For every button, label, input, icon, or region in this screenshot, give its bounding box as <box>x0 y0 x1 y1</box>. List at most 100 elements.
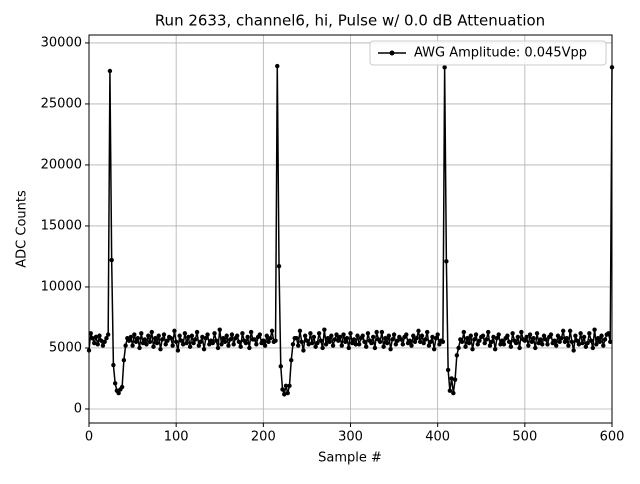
data-point <box>606 331 611 336</box>
data-point <box>318 338 324 343</box>
data-point <box>498 342 503 347</box>
data-point <box>283 383 289 388</box>
data-point <box>445 367 451 373</box>
data-point <box>486 329 491 335</box>
y-tick-label: 0 <box>74 401 82 416</box>
y-tick-label: 30000 <box>41 35 82 50</box>
data-point <box>268 336 273 341</box>
data-point <box>173 339 179 345</box>
data-point <box>545 342 550 347</box>
x-tick-label: 500 <box>512 430 537 445</box>
data-point <box>482 340 487 346</box>
data-point <box>245 334 250 340</box>
data-point <box>473 332 479 337</box>
data-point <box>278 364 283 369</box>
data-point <box>302 333 308 338</box>
data-point <box>428 339 433 345</box>
data-point <box>362 339 367 345</box>
data-point <box>360 333 365 338</box>
data-point <box>247 345 252 351</box>
data-point <box>407 338 412 343</box>
data-point <box>447 388 453 393</box>
x-tick-label: 600 <box>600 430 625 445</box>
data-point <box>404 332 409 337</box>
data-point <box>578 331 583 336</box>
data-point <box>414 336 419 341</box>
data-point <box>264 333 270 338</box>
data-point <box>370 334 376 340</box>
data-point <box>90 336 95 341</box>
data-point <box>435 332 440 337</box>
data-point <box>472 337 477 342</box>
data-point <box>489 339 494 345</box>
data-point <box>444 259 449 264</box>
data-point <box>200 334 205 340</box>
data-point <box>105 332 111 337</box>
data-point <box>515 334 521 340</box>
data-point <box>527 332 533 337</box>
data-point <box>262 343 268 348</box>
data-point <box>203 336 209 341</box>
data-point <box>496 332 501 337</box>
data-point <box>384 340 390 346</box>
data-point <box>411 333 416 338</box>
data-point <box>109 257 114 263</box>
data-point <box>463 344 468 349</box>
data-point <box>212 331 217 336</box>
data-point <box>522 338 528 343</box>
data-point <box>442 65 447 70</box>
data-point <box>597 339 602 345</box>
data-point <box>214 338 219 343</box>
data-point <box>465 336 470 341</box>
data-point <box>519 329 524 335</box>
data-point <box>573 333 578 338</box>
data-point <box>456 345 461 351</box>
data-point <box>391 332 397 337</box>
data-point <box>205 332 210 337</box>
data-point <box>165 338 170 343</box>
data-point <box>418 339 423 345</box>
data-point <box>501 342 507 347</box>
data-point <box>393 342 399 347</box>
data-point <box>430 334 435 340</box>
y-tick-label: 20000 <box>41 157 82 172</box>
data-point <box>494 336 500 341</box>
data-point <box>452 377 458 382</box>
data-point <box>576 342 582 347</box>
data-point <box>524 334 529 340</box>
data-point <box>234 333 240 338</box>
data-point <box>344 336 350 341</box>
data-point <box>425 329 430 335</box>
data-point <box>320 345 325 351</box>
data-point <box>88 331 93 336</box>
data-point <box>534 331 540 336</box>
legend: AWG Amplitude: 0.045Vpp <box>369 40 607 66</box>
data-point <box>374 329 379 335</box>
data-point <box>506 339 512 345</box>
data-point <box>301 348 306 353</box>
legend-marker <box>389 50 395 56</box>
data-point <box>163 342 168 347</box>
data-point <box>566 343 571 348</box>
data-point <box>426 343 432 348</box>
data-point <box>231 342 236 347</box>
data-point <box>226 343 231 348</box>
data-point <box>133 339 139 345</box>
data-point <box>146 333 151 338</box>
y-tick-label: 10000 <box>41 279 82 294</box>
data-point <box>201 346 207 352</box>
data-point <box>299 339 304 345</box>
data-point <box>112 381 118 386</box>
data-point <box>562 339 568 345</box>
data-point <box>313 344 318 349</box>
data-point <box>275 63 280 69</box>
data-point <box>187 344 193 349</box>
data-point <box>470 346 475 352</box>
data-point <box>388 346 393 352</box>
data-point <box>161 332 167 337</box>
data-point <box>276 264 282 269</box>
data-point <box>353 342 358 347</box>
data-point <box>135 336 141 341</box>
data-point <box>355 333 360 338</box>
data-point <box>126 338 132 343</box>
